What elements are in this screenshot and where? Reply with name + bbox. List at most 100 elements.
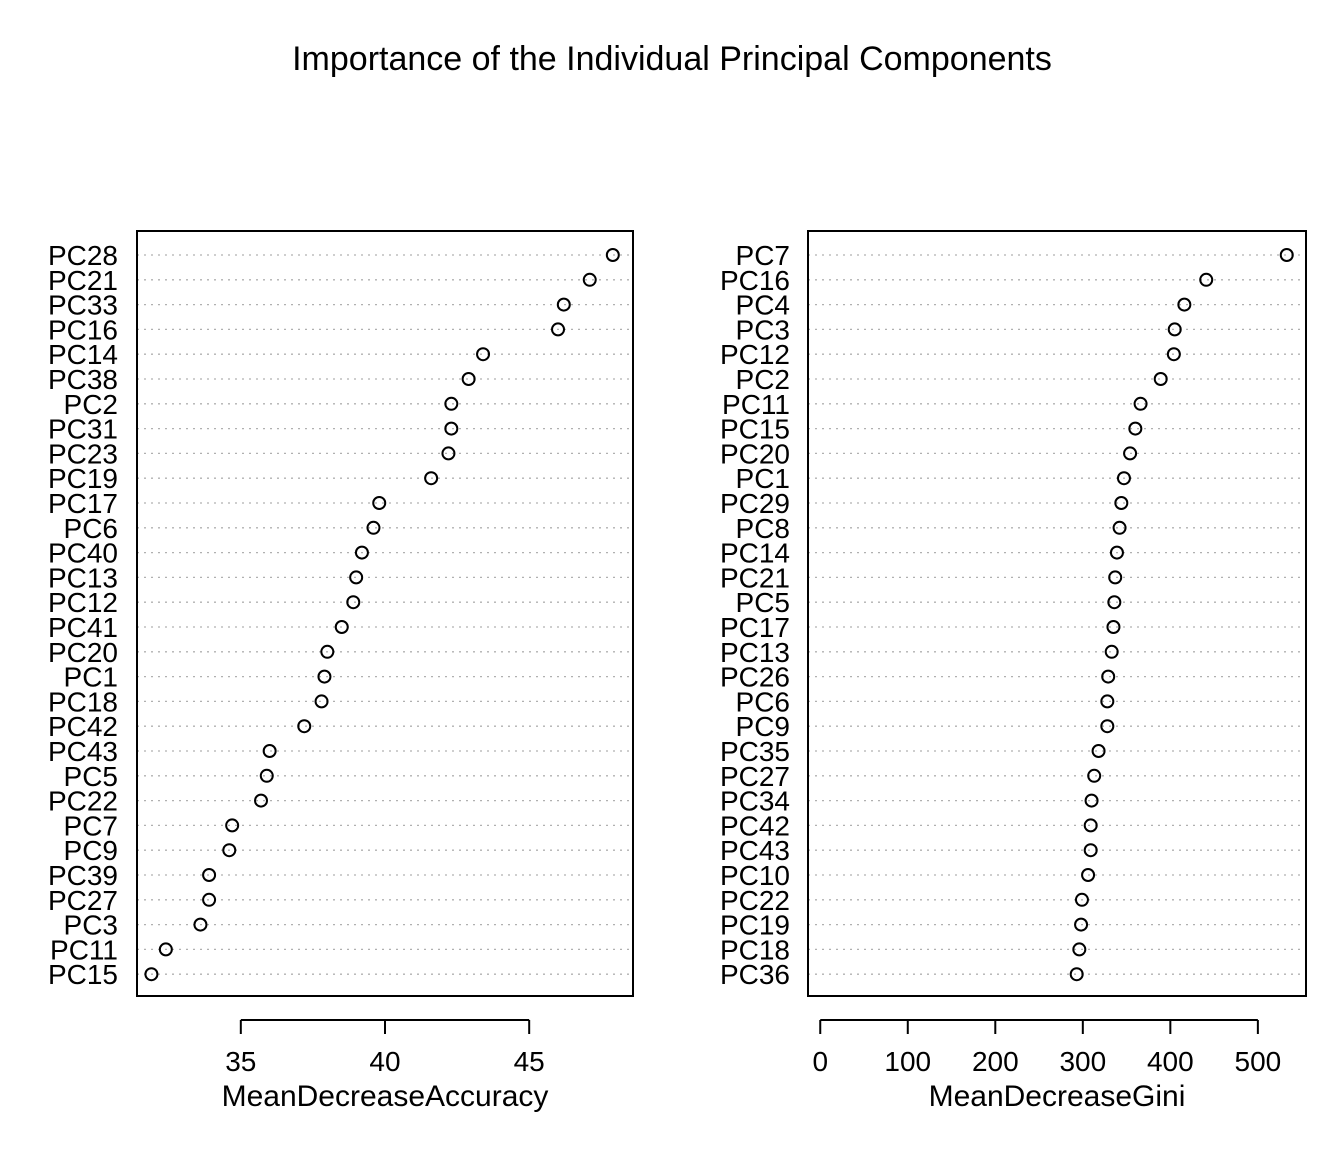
category-label: PC13 [720, 637, 790, 668]
category-label: PC8 [736, 513, 790, 544]
category-label: PC40 [48, 538, 118, 569]
data-point [1100, 719, 1115, 734]
data-point [605, 248, 620, 262]
category-label: PC27 [720, 761, 790, 792]
data-point [1279, 248, 1294, 262]
category-label: PC33 [48, 290, 118, 321]
data-point [1128, 421, 1143, 436]
category-label: PC7 [64, 810, 118, 841]
category-label: PC5 [64, 761, 118, 792]
plot-frame [136, 230, 634, 997]
data-point [551, 322, 566, 337]
data-point [202, 892, 217, 907]
data-point [346, 595, 361, 610]
plot-frame [807, 230, 1307, 997]
category-label: PC7 [736, 240, 790, 271]
data-point [1087, 768, 1102, 783]
category-label: PC20 [48, 637, 118, 668]
category-label: PC2 [64, 389, 118, 420]
category-label: PC28 [48, 240, 118, 271]
category-label: PC41 [48, 612, 118, 643]
data-point [556, 297, 571, 312]
category-label: PC18 [720, 934, 790, 965]
x-tick-label: 200 [972, 1046, 1019, 1077]
x-axis-title: MeanDecreaseGini [929, 1080, 1186, 1113]
data-point [1123, 446, 1138, 461]
category-label: PC17 [720, 612, 790, 643]
category-label: PC36 [720, 959, 790, 990]
category-label: PC27 [48, 885, 118, 916]
category-label: PC11 [50, 934, 118, 965]
x-tick-label: 35 [225, 1046, 256, 1077]
data-point [1081, 868, 1096, 882]
data-point [254, 793, 268, 808]
data-point [366, 520, 381, 535]
data-point [1083, 818, 1098, 833]
category-label: PC26 [720, 662, 790, 693]
data-point [1114, 496, 1129, 510]
category-label: PC2 [736, 364, 790, 395]
data-point [1074, 917, 1089, 932]
data-point [1100, 694, 1115, 709]
data-point [441, 446, 456, 461]
category-label: PC11 [722, 389, 790, 420]
category-label: PC4 [736, 290, 790, 321]
category-label: PC22 [720, 885, 790, 916]
data-point [1101, 669, 1116, 684]
data-point [1166, 347, 1181, 362]
category-label: PC43 [720, 835, 790, 866]
panel-mean-decrease-accuracy: PC28PC21PC33PC16PC14PC38PC2PC31PC23PC19P… [48, 230, 634, 1113]
data-point [461, 372, 476, 386]
data-point [1104, 644, 1119, 659]
data-point [1084, 793, 1099, 808]
category-label: PC31 [48, 414, 118, 445]
data-point [354, 545, 369, 560]
x-tick-label: 400 [1147, 1046, 1194, 1077]
data-point [314, 694, 329, 709]
category-label: PC15 [720, 414, 790, 445]
category-label: PC43 [48, 736, 118, 767]
data-point [1116, 471, 1131, 486]
category-label: PC1 [736, 463, 790, 494]
category-label: PC3 [64, 910, 118, 941]
data-point [193, 917, 208, 932]
category-label: PC6 [736, 686, 790, 717]
data-point [1069, 967, 1084, 982]
category-label: PC29 [720, 488, 790, 519]
category-label: PC9 [64, 835, 118, 866]
panel-mean-decrease-gini: PC7PC16PC4PC3PC12PC2PC11PC15PC20PC1PC29P… [720, 230, 1307, 1113]
category-label: PC34 [720, 786, 790, 817]
category-label: PC16 [48, 314, 118, 345]
x-tick-label: 0 [812, 1046, 828, 1077]
category-label: PC13 [48, 562, 118, 593]
x-tick-label: 300 [1059, 1046, 1106, 1077]
data-point [202, 868, 217, 882]
data-point [158, 942, 173, 957]
data-point [225, 818, 240, 833]
data-point [1091, 744, 1106, 758]
data-point [1112, 520, 1127, 535]
data-point [1167, 322, 1182, 337]
data-point [317, 669, 332, 684]
category-label: PC3 [736, 314, 790, 345]
data-point [1107, 595, 1122, 610]
data-point [334, 620, 349, 634]
category-label: PC42 [48, 711, 118, 742]
data-point [1074, 892, 1089, 907]
data-point [144, 967, 159, 982]
data-point [1083, 843, 1098, 858]
category-label: PC38 [48, 364, 118, 395]
category-label: PC35 [720, 736, 790, 767]
x-tick-label: 100 [884, 1046, 931, 1077]
category-label: PC15 [48, 959, 118, 990]
data-point [1133, 396, 1148, 411]
data-point [424, 471, 439, 486]
category-label: PC10 [720, 860, 790, 891]
data-point [1109, 545, 1124, 560]
data-point [262, 744, 277, 758]
data-point [444, 396, 459, 411]
data-point [259, 768, 274, 783]
data-point [582, 272, 597, 287]
x-tick-label: 45 [514, 1046, 545, 1077]
